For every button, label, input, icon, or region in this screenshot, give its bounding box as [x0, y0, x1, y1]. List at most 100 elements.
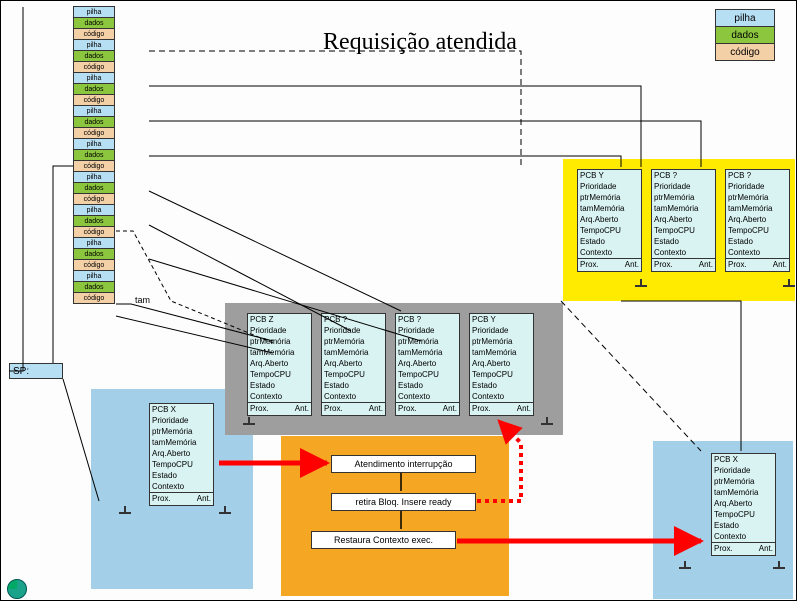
pcb-field: Arq.Aberto — [652, 214, 715, 225]
sp-register: SP: — [9, 363, 63, 379]
pcb-title: PCB X — [712, 454, 775, 465]
pcb-x-restore: PCB XPrioridadeptrMemóriatamMemóriaArq.A… — [711, 453, 776, 556]
pcb-q1-ready: PCB ?PrioridadeptrMemóriatamMemóriaArq.A… — [321, 313, 386, 416]
pcb-footer: Prox. Ant. — [652, 258, 715, 271]
pcb-ant: Ant. — [443, 403, 457, 415]
pcb-field: TempoCPU — [652, 225, 715, 236]
ground-symbol — [633, 279, 649, 291]
pcb-field: TempoCPU — [396, 369, 459, 380]
pcb-field: Arq.Aberto — [396, 358, 459, 369]
pcb-title: PCB ? — [726, 170, 789, 181]
pcb-field: tamMemória — [150, 437, 213, 448]
pcb-field: Contexto — [712, 531, 775, 542]
pcb-field: Prioridade — [712, 465, 775, 476]
pcb-field: Prioridade — [726, 181, 789, 192]
pcb-field: ptrMemória — [712, 476, 775, 487]
wire — [53, 166, 73, 363]
pcb-footer: Prox.Ant. — [322, 402, 385, 415]
pcb-x-exec: PCB XPrioridadeptrMemóriatamMemóriaArq.A… — [149, 403, 214, 506]
pcb-field: Contexto — [150, 481, 213, 492]
pcb-field: TempoCPU — [726, 225, 789, 236]
pcb-field: Estado — [248, 380, 311, 391]
pcb-field: Estado — [652, 236, 715, 247]
ground-symbol — [539, 417, 555, 429]
pcb-field: Arq.Aberto — [712, 498, 775, 509]
pcb-field: Contexto — [322, 391, 385, 402]
pcb-field: Prioridade — [322, 325, 385, 336]
pcb-field: Contexto — [248, 391, 311, 402]
pcb-field: Estado — [712, 520, 775, 531]
pcb-field: ptrMemória — [578, 192, 641, 203]
pcb-prox: Prox. — [654, 259, 673, 271]
pcb-field: Estado — [150, 470, 213, 481]
pcb-field: tamMemória — [652, 203, 715, 214]
pcb-field: TempoCPU — [150, 459, 213, 470]
legend-item: código — [715, 43, 775, 61]
step-1: Atendimento interrupção — [331, 455, 476, 473]
pcb-footer: Prox.Ant. — [470, 402, 533, 415]
pcb-ant: Ant. — [759, 543, 773, 555]
pcb-title: PCB Y — [470, 314, 533, 325]
pcb-field: Arq.Aberto — [578, 214, 641, 225]
pcb-field: ptrMemória — [396, 336, 459, 347]
pcb-field: Prioridade — [578, 181, 641, 192]
pcb-field: Contexto — [470, 391, 533, 402]
step-3: Restaura Contexto exec. — [311, 531, 456, 549]
pcb-ant: Ant. — [295, 403, 309, 415]
wire — [149, 191, 401, 311]
pcb-z-ready: PCB ZPrioridadeptrMemóriatamMemóriaArq.A… — [247, 313, 312, 416]
ground-symbol — [217, 506, 233, 518]
diagram-canvas: Requisição atendidapilhadadoscódigopilha… — [0, 0, 797, 601]
pcb-field: TempoCPU — [470, 369, 533, 380]
pcb-prox: Prox. — [580, 259, 599, 271]
pcb-footer: Prox.Ant. — [726, 258, 789, 271]
pcb-field: Estado — [726, 236, 789, 247]
pcb-prox: Prox. — [324, 403, 343, 415]
step-2: retira Bloq. Insere ready — [331, 493, 476, 511]
pcb-footer: Prox. Ant. — [578, 258, 641, 271]
pcb-field: ptrMemória — [150, 426, 213, 437]
pcb-field: Prioridade — [248, 325, 311, 336]
pcb-field: Estado — [470, 380, 533, 391]
legend-item: pilha — [715, 9, 775, 27]
pcb-prox: Prox. — [714, 543, 733, 555]
pcb-field: Arq.Aberto — [248, 358, 311, 369]
pcb-field: Contexto — [396, 391, 459, 402]
wire — [149, 86, 641, 167]
pcb-field: Arq.Aberto — [470, 358, 533, 369]
pcb-q2-ready: PCB ?PrioridadeptrMemóriatamMemóriaArq.A… — [395, 313, 460, 416]
pcb-footer: Prox. Ant. — [248, 402, 311, 415]
pcb-field: Estado — [578, 236, 641, 247]
pcb-ant: Ant. — [773, 259, 787, 271]
pie-icon — [7, 579, 27, 599]
pcb-title: PCB ? — [396, 314, 459, 325]
pcb-field: tamMemória — [712, 487, 775, 498]
ground-symbol — [241, 417, 257, 429]
pcb-field: tamMemória — [578, 203, 641, 214]
pcb-ant: Ant. — [517, 403, 531, 415]
pcb-field: Arq.Aberto — [150, 448, 213, 459]
pcb-field: ptrMemória — [470, 336, 533, 347]
pcb-title: PCB ? — [322, 314, 385, 325]
pcb-field: Estado — [396, 380, 459, 391]
ground-symbol — [677, 561, 693, 573]
pcb-prox: Prox. — [250, 403, 269, 415]
pcb-footer: Prox.Ant. — [150, 492, 213, 505]
pcb-ant: Ant. — [699, 259, 713, 271]
pcb-field: Arq.Aberto — [322, 358, 385, 369]
pcb-y-blocked: PCB YPrioridadeptrMemóriatamMemóriaArq.A… — [577, 169, 642, 272]
stack-cell: código — [73, 292, 115, 304]
pcb-field: ptrMemória — [322, 336, 385, 347]
pcb-field: Estado — [322, 380, 385, 391]
pcb-field: ptrMemória — [652, 192, 715, 203]
wire — [9, 7, 23, 371]
pcb-field: Contexto — [578, 247, 641, 258]
pcb-field: tamMemória — [470, 347, 533, 358]
pcb-field: TempoCPU — [712, 509, 775, 520]
pcb-field: Prioridade — [396, 325, 459, 336]
pcb-ant: Ant. — [625, 259, 639, 271]
pcb-footer: Prox. Ant. — [712, 542, 775, 555]
wire — [561, 301, 701, 451]
pcb-title: PCB Y — [578, 170, 641, 181]
pcb-field: TempoCPU — [322, 369, 385, 380]
